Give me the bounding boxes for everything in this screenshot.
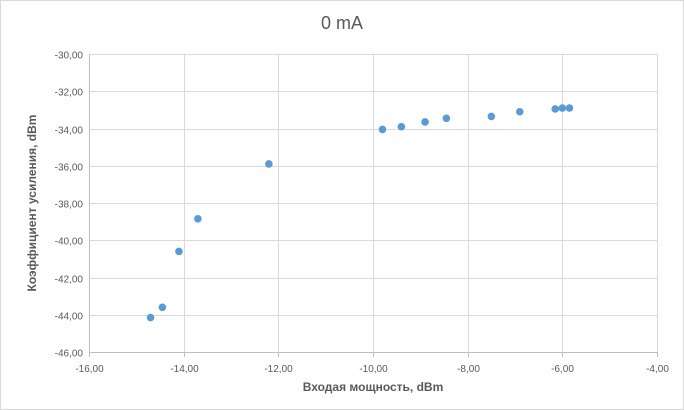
data-point xyxy=(158,303,167,312)
data-points xyxy=(146,104,574,322)
y-tick-label: -32,00 xyxy=(55,88,84,99)
x-tick-label: -8,00 xyxy=(457,364,480,375)
y-tick-label: -44,00 xyxy=(55,312,84,323)
y-tick-label: -34,00 xyxy=(55,126,84,137)
data-point xyxy=(442,114,451,123)
grid-lines xyxy=(89,54,658,353)
x-tick-label: -14,00 xyxy=(170,364,199,375)
chart-title: 0 mA xyxy=(320,13,363,33)
x-tick-label: -16,00 xyxy=(75,364,104,375)
axes: -30,00 -32,00 -34,00 -36,00 -38,00 -40,00 -42,… xyxy=(55,51,670,376)
data-point xyxy=(265,160,273,168)
x-tick-label: -12,00 xyxy=(264,364,293,375)
data-point xyxy=(175,247,183,256)
data-point xyxy=(565,104,574,112)
y-tick-label: -38,00 xyxy=(55,200,84,211)
data-point xyxy=(194,215,202,223)
y-tick-label: -40,00 xyxy=(55,237,84,248)
data-point xyxy=(378,125,387,134)
data-point xyxy=(515,107,524,116)
data-point xyxy=(421,118,429,126)
data-point xyxy=(397,122,406,131)
y-tick-label: -30,00 xyxy=(55,51,84,62)
y-tick-label: -46,00 xyxy=(55,349,84,360)
y-tick-label: -36,00 xyxy=(55,163,84,174)
data-point xyxy=(558,104,567,112)
data-point xyxy=(146,313,155,322)
x-axis-title: Входая мощность, dBm xyxy=(303,380,444,394)
y-tick-label: -42,00 xyxy=(55,275,84,286)
y-axis-title: Коэффициент усиления, dBm xyxy=(25,115,39,292)
data-point xyxy=(487,112,496,121)
x-tick-label: -6,00 xyxy=(551,364,574,375)
x-tick-label: -10,00 xyxy=(359,364,388,375)
x-tick-label: -4,00 xyxy=(646,364,669,375)
data-point xyxy=(551,105,560,113)
